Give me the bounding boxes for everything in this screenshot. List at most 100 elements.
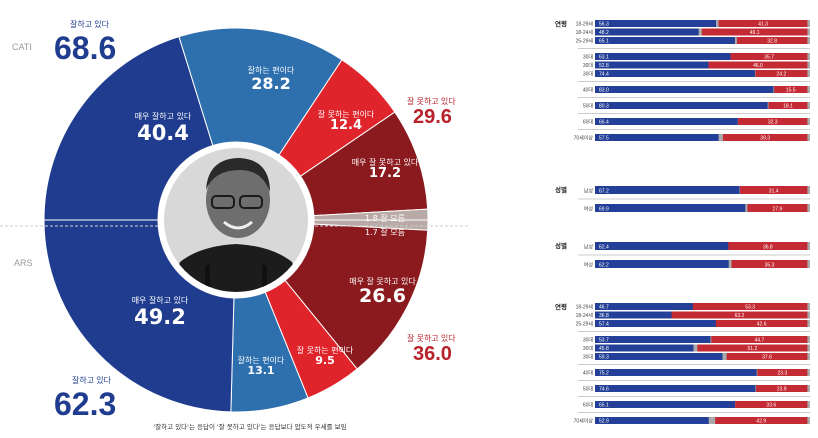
- bar-positive: [595, 242, 730, 250]
- bar-value-positive: 52.8: [599, 63, 609, 69]
- bar-value-negative: 49.1: [750, 30, 760, 36]
- bar-value-negative: 42.9: [756, 419, 766, 425]
- bar-value-positive: 62.4: [599, 245, 609, 251]
- bar-negative: [692, 303, 808, 310]
- panel-header: 연령: [555, 19, 567, 28]
- bar-value-positive: 48.2: [599, 30, 609, 36]
- row-label: 18-29세: [576, 21, 594, 28]
- cati-label: CATI: [12, 42, 32, 52]
- bar-positive: [595, 303, 696, 310]
- bar-value-positive: 66.4: [599, 120, 609, 126]
- bar-value-positive: 56.3: [599, 22, 609, 28]
- bar-negative: [715, 417, 808, 424]
- bar-positive: [595, 336, 711, 343]
- bar-value-positive: 67.2: [599, 189, 609, 195]
- caption: '잘하고 있다'는 응답이 '잘 못하고 있다'는 응답보다 압도적 우세를 보…: [153, 423, 347, 431]
- bar-value-negative: 41.3: [758, 22, 768, 28]
- bar-value-negative: 44.7: [755, 338, 765, 344]
- ars-neg-total-value: 36.0: [413, 343, 452, 365]
- bar-positive: [595, 385, 756, 392]
- row-label: 남성: [584, 188, 593, 195]
- slice-label: 잘 못하는 편이다 9.5: [296, 346, 354, 368]
- bar-positive: [595, 37, 735, 44]
- bar-value-negative: 37.6: [762, 355, 772, 361]
- bar-negative: [711, 336, 808, 343]
- row-label: 18-29세: [576, 304, 594, 311]
- row-label: 25-29세: [576, 321, 594, 328]
- bar-value-positive: 45.8: [599, 346, 609, 352]
- bar-negative: [726, 353, 808, 360]
- bar-positive: [595, 86, 774, 93]
- slice-label: 매우 잘하고 있다 49.2: [131, 296, 189, 330]
- row-label: 30대: [583, 345, 594, 352]
- row-label: 30대: [583, 71, 594, 78]
- bar-value-negative: 36.8: [763, 245, 773, 251]
- slice-label: 매우 잘 못하고 있다 26.6: [349, 277, 416, 308]
- bar-positive: [595, 61, 709, 69]
- bar-negative: [671, 311, 808, 319]
- bar-value-negative: 33.6: [766, 403, 776, 409]
- bar-value-negative: 23.3: [778, 371, 788, 377]
- bar-negative: [737, 118, 808, 125]
- bar-positive: [595, 417, 709, 424]
- bar-positive: [595, 53, 731, 60]
- row-label: 18-24세: [576, 312, 594, 319]
- row-label: 40대: [583, 87, 594, 94]
- cati-neg-total-value: 29.6: [413, 106, 452, 128]
- bar-positive: [595, 118, 738, 125]
- slice-label: 잘하는 편이다 28.2: [247, 66, 295, 94]
- bar-value-negative: 15.5: [786, 88, 796, 94]
- row-label: 30대: [583, 62, 594, 69]
- row-label: 25-29세: [576, 38, 594, 45]
- row-label: 여성: [584, 206, 593, 213]
- bar-value-negative: 63.2: [735, 313, 745, 319]
- bar-positive: [595, 102, 768, 109]
- ars-neg-total-label: 잘 못하고 있다: [407, 334, 456, 343]
- cati-total-label: 잘하고 있다: [70, 20, 110, 29]
- bar-negative: [739, 186, 808, 194]
- bar-positive: [595, 320, 719, 327]
- bar-negative: [747, 204, 808, 212]
- bar-value-positive: 83.0: [599, 88, 609, 94]
- bar-negative: [697, 344, 808, 352]
- bar-positive: [595, 186, 740, 194]
- bar-positive: [595, 134, 719, 141]
- row-label: 50대: [583, 386, 594, 393]
- panel-header: 연령: [555, 302, 567, 311]
- bar-value-positive: 62.2: [599, 263, 609, 269]
- row-label: 여성: [584, 262, 593, 269]
- bar-positive: [595, 353, 723, 360]
- bar-negative: [757, 369, 808, 376]
- bar-value-positive: 74.6: [599, 387, 609, 393]
- row-label: 18-24세: [576, 29, 594, 36]
- bar-negative: [731, 260, 808, 268]
- bar-value-positive: 80.3: [599, 104, 609, 110]
- row-label: 남성: [584, 244, 593, 251]
- row-label: 70세이상: [574, 418, 594, 425]
- slice-label: 매우 잘 못하고 있다 17.2: [351, 158, 419, 182]
- ars-label: ARS: [14, 258, 33, 268]
- bar-value-negative: 39.3: [760, 136, 770, 142]
- bar-negative: [718, 20, 808, 27]
- bar-negative: [735, 401, 808, 408]
- bar-negative: [768, 102, 808, 109]
- bar-positive: [595, 311, 675, 319]
- bar-negative: [701, 28, 808, 36]
- row-label: 30대: [583, 337, 594, 344]
- slice-label: 잘 못하는 편이다 12.4: [317, 110, 375, 134]
- bar-value-negative: 46.0: [753, 63, 763, 69]
- bar-value-negative: 35.7: [764, 55, 774, 61]
- bar-positive: [595, 344, 694, 352]
- bar-negative: [722, 134, 808, 141]
- bar-negative: [756, 385, 808, 392]
- bar-value-negative: 35.3: [765, 263, 775, 269]
- ars-total-label: 잘하고 있다: [72, 376, 112, 385]
- slice-label: 잘하는 편이다 13.1: [237, 356, 285, 378]
- bar-value-negative: 32.3: [768, 120, 778, 126]
- bar-value-negative: 51.2: [748, 346, 758, 352]
- panel-header: 성별: [555, 241, 567, 250]
- bar-positive: [595, 401, 735, 408]
- bar-value-positive: 46.7: [599, 305, 609, 311]
- bar-value-positive: 53.7: [599, 338, 609, 344]
